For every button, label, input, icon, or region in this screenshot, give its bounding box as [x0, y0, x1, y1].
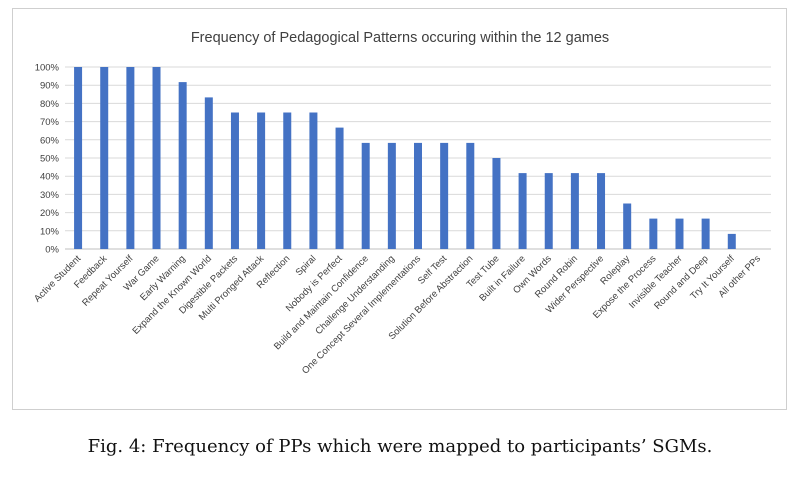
figure-caption: Fig. 4: Frequency of PPs which were mapp…: [87, 436, 713, 457]
bar: [387, 142, 396, 249]
bar: [518, 173, 527, 249]
y-tick-label: 100%: [35, 63, 60, 74]
y-tick-label: 70%: [40, 117, 60, 128]
chart-frame: Frequency of Pedagogical Patterns occuri…: [12, 8, 787, 410]
y-tick-label: 10%: [40, 226, 60, 237]
y-axis-ticks: 0% 10% 20% 30% 40% 50% 60% 70% 80% 90% 100%: [35, 63, 60, 256]
bar: [178, 82, 187, 249]
bar: [570, 173, 579, 249]
bar: [257, 112, 266, 249]
y-tick-label: 50%: [40, 154, 60, 165]
bar: [335, 127, 344, 249]
bar-chart: Frequency of Pedagogical Patterns occuri…: [32, 30, 771, 377]
bar: [74, 67, 83, 249]
bar: [440, 142, 449, 249]
bar: [283, 112, 292, 249]
bar: [230, 112, 239, 249]
bar: [152, 67, 161, 249]
bar: [414, 142, 422, 249]
bar: [544, 173, 553, 249]
bar: [623, 203, 632, 249]
bar: [675, 218, 684, 249]
y-tick-label: 30%: [40, 190, 60, 201]
bar: [492, 158, 501, 249]
y-tick-label: 0%: [45, 245, 59, 256]
bar: [361, 142, 370, 249]
bar: [309, 112, 318, 249]
bar: [204, 97, 213, 249]
bar: [701, 218, 710, 249]
y-tick-label: 90%: [40, 81, 60, 92]
bars: [74, 67, 736, 249]
bar: [649, 218, 658, 249]
bar: [727, 233, 736, 249]
bar: [597, 173, 606, 249]
y-tick-label: 20%: [40, 208, 60, 219]
bar: [100, 67, 109, 249]
y-tick-label: 60%: [40, 135, 60, 146]
chart-title: Frequency of Pedagogical Patterns occuri…: [191, 30, 609, 46]
bar: [466, 142, 475, 249]
bar: [126, 67, 135, 249]
y-tick-label: 80%: [40, 99, 60, 110]
y-tick-label: 40%: [40, 172, 60, 183]
